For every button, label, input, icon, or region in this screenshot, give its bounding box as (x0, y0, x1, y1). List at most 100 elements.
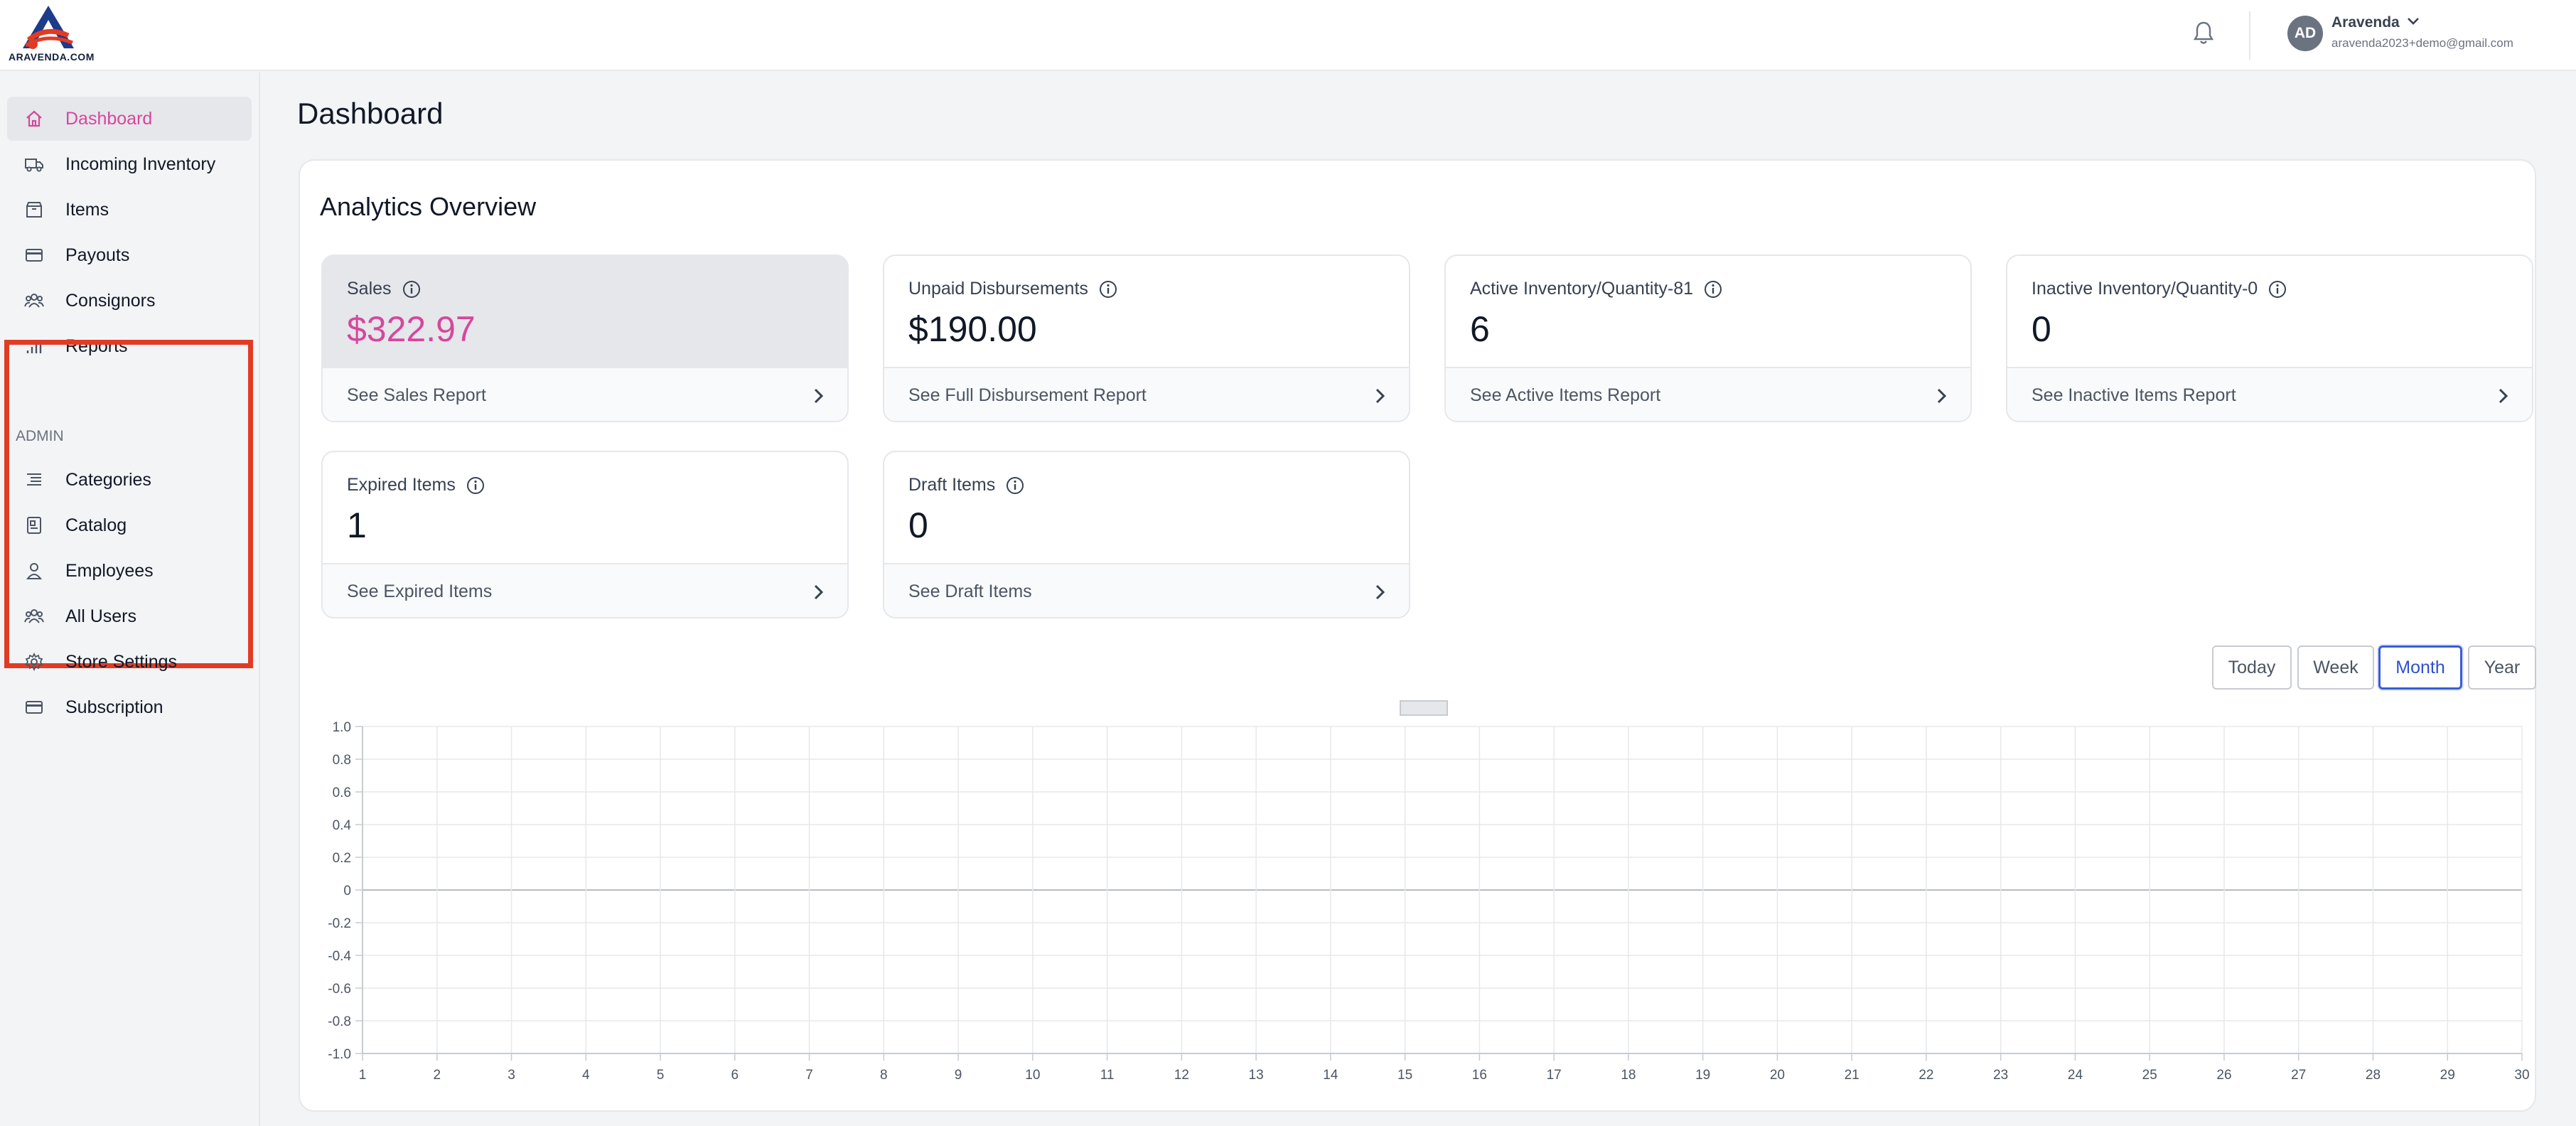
x-tick-label: 24 (2068, 1068, 2083, 1083)
top-bar: ARAVENDA.COM AD Aravenda aravenda2023+de… (0, 0, 2576, 71)
x-tick-label: 23 (1993, 1068, 2008, 1083)
y-tick-label: 1.0 (333, 720, 351, 735)
user-email: aravenda2023+demo@gmail.com (2331, 36, 2513, 50)
card-link-label: See Active Items Report (1470, 385, 1661, 405)
sidebar-item-categories[interactable]: Categories (7, 458, 252, 502)
see-disbursement-report-link[interactable]: See Full Disbursement Report (884, 367, 1409, 421)
sidebar-item-label: Employees (65, 560, 154, 581)
sidebar-item-label: Categories (65, 469, 151, 490)
logo-text: ARAVENDA.COM (9, 51, 95, 63)
info-icon[interactable] (1703, 279, 1723, 299)
chevron-right-icon (1375, 584, 1385, 600)
range-year-button[interactable]: Year (2468, 645, 2536, 690)
admin-section-title: ADMIN (16, 428, 64, 444)
user-name[interactable]: Aravenda (2331, 14, 2400, 31)
x-tick-label: 11 (1100, 1068, 1115, 1083)
inactive-inventory-card: Inactive Inventory/Quantity-0 0 See Inac… (2006, 254, 2533, 422)
range-week-button[interactable]: Week (2297, 645, 2374, 690)
chevron-right-icon (814, 584, 824, 600)
avatar[interactable]: AD (2287, 16, 2323, 51)
sidebar-item-employees[interactable]: Employees (7, 549, 252, 593)
range-today-button[interactable]: Today (2212, 645, 2292, 690)
x-tick-label: 28 (2366, 1068, 2381, 1083)
see-inactive-items-report-link[interactable]: See Inactive Items Report (2007, 367, 2532, 421)
card-label: Active Inventory/Quantity-81 (1470, 279, 1723, 299)
x-tick-label: 4 (582, 1068, 590, 1083)
header-divider (2249, 11, 2250, 60)
truck-icon (25, 159, 43, 172)
chevron-right-icon (814, 388, 824, 404)
sidebar-item-subscription[interactable]: Subscription (7, 685, 252, 729)
aravenda-logo[interactable]: ARAVENDA.COM (6, 4, 98, 64)
see-draft-items-link[interactable]: See Draft Items (884, 563, 1409, 617)
card-value: 0 (908, 505, 928, 545)
see-sales-report-link[interactable]: See Sales Report (323, 367, 847, 421)
y-tick-label: 0.4 (333, 818, 352, 833)
card-label: Unpaid Disbursements (908, 279, 1118, 299)
x-tick-label: 6 (731, 1068, 739, 1083)
range-month-button[interactable]: Month (2378, 645, 2462, 690)
card-label: Inactive Inventory/Quantity-0 (2032, 279, 2287, 299)
x-tick-label: 20 (1770, 1068, 1785, 1083)
sidebar-item-label: Reports (65, 336, 128, 356)
card-link-label: See Expired Items (347, 581, 493, 601)
x-tick-label: 8 (880, 1068, 888, 1083)
chevron-down-icon[interactable] (2405, 16, 2421, 27)
notifications-bell-icon[interactable] (2192, 20, 2218, 48)
info-icon[interactable] (402, 279, 422, 299)
sidebar-item-incoming-inventory[interactable]: Incoming Inventory (7, 142, 252, 186)
info-icon[interactable] (2268, 279, 2287, 299)
sidebar-item-label: Store Settings (65, 651, 178, 672)
card-link-label: See Sales Report (347, 385, 486, 405)
card-label: Expired Items (347, 475, 485, 495)
sidebar-item-consignors[interactable]: Consignors (7, 279, 252, 323)
info-icon[interactable] (1005, 476, 1025, 495)
y-tick-label: 0.2 (333, 851, 351, 866)
active-inventory-card: Active Inventory/Quantity-81 6 See Activ… (1444, 254, 1972, 422)
gear-icon (25, 652, 43, 672)
x-tick-label: 21 (1845, 1068, 1859, 1083)
catalog-icon (27, 517, 41, 534)
sidebar-item-payouts[interactable]: Payouts (7, 233, 252, 277)
x-tick-label: 30 (2514, 1068, 2529, 1083)
draft-items-card: Draft Items 0 See Draft Items (883, 451, 1410, 618)
sidebar-item-label: Dashboard (65, 108, 153, 129)
see-active-items-report-link[interactable]: See Active Items Report (1446, 367, 1970, 421)
chart-legend-box (1400, 700, 1448, 716)
sidebar: Dashboard Incoming Inventory Items Payou… (0, 73, 260, 1126)
x-tick-label: 14 (1323, 1068, 1338, 1083)
x-tick-label: 13 (1249, 1068, 1264, 1083)
card-link-label: See Draft Items (908, 581, 1032, 601)
sidebar-item-items[interactable]: Items (7, 188, 252, 232)
info-icon[interactable] (466, 476, 485, 495)
sidebar-item-catalog[interactable]: Catalog (7, 503, 252, 547)
sidebar-item-label: Catalog (65, 515, 127, 535)
see-expired-items-link[interactable]: See Expired Items (323, 563, 847, 617)
x-tick-label: 19 (1695, 1068, 1710, 1083)
sidebar-item-dashboard[interactable]: Dashboard (7, 97, 252, 141)
page-title: Dashboard (297, 97, 444, 130)
card-value: $322.97 (347, 309, 476, 349)
user-icon (26, 563, 43, 579)
sidebar-item-label: Payouts (65, 245, 130, 265)
analytics-chart: 1.00.80.60.40.20-0.2-0.4-0.6-0.8-1.01 2 3 4… (328, 700, 2530, 1083)
list-icon (27, 473, 41, 486)
x-tick-label: 7 (805, 1068, 813, 1083)
y-tick-label: -1.0 (328, 1047, 351, 1062)
x-tick-label: 1 (359, 1068, 367, 1083)
sales-card: Sales $322.97 See Sales Report (321, 254, 849, 422)
y-tick-label: 0.8 (333, 753, 351, 768)
bar-chart-icon (26, 340, 42, 353)
chevron-right-icon (1375, 388, 1385, 404)
credit-card-icon (26, 249, 43, 262)
x-tick-label: 26 (2216, 1068, 2231, 1083)
sidebar-item-all-users[interactable]: All Users (7, 594, 252, 638)
card-value: 0 (2032, 309, 2051, 349)
x-tick-label: 29 (2440, 1068, 2455, 1083)
info-icon[interactable] (1098, 279, 1118, 299)
sidebar-item-reports[interactable]: Reports (7, 324, 252, 368)
sidebar-item-label: All Users (65, 606, 137, 626)
y-tick-label: 0 (343, 884, 351, 899)
users-icon (24, 294, 44, 308)
sidebar-item-store-settings[interactable]: Store Settings (7, 640, 252, 684)
